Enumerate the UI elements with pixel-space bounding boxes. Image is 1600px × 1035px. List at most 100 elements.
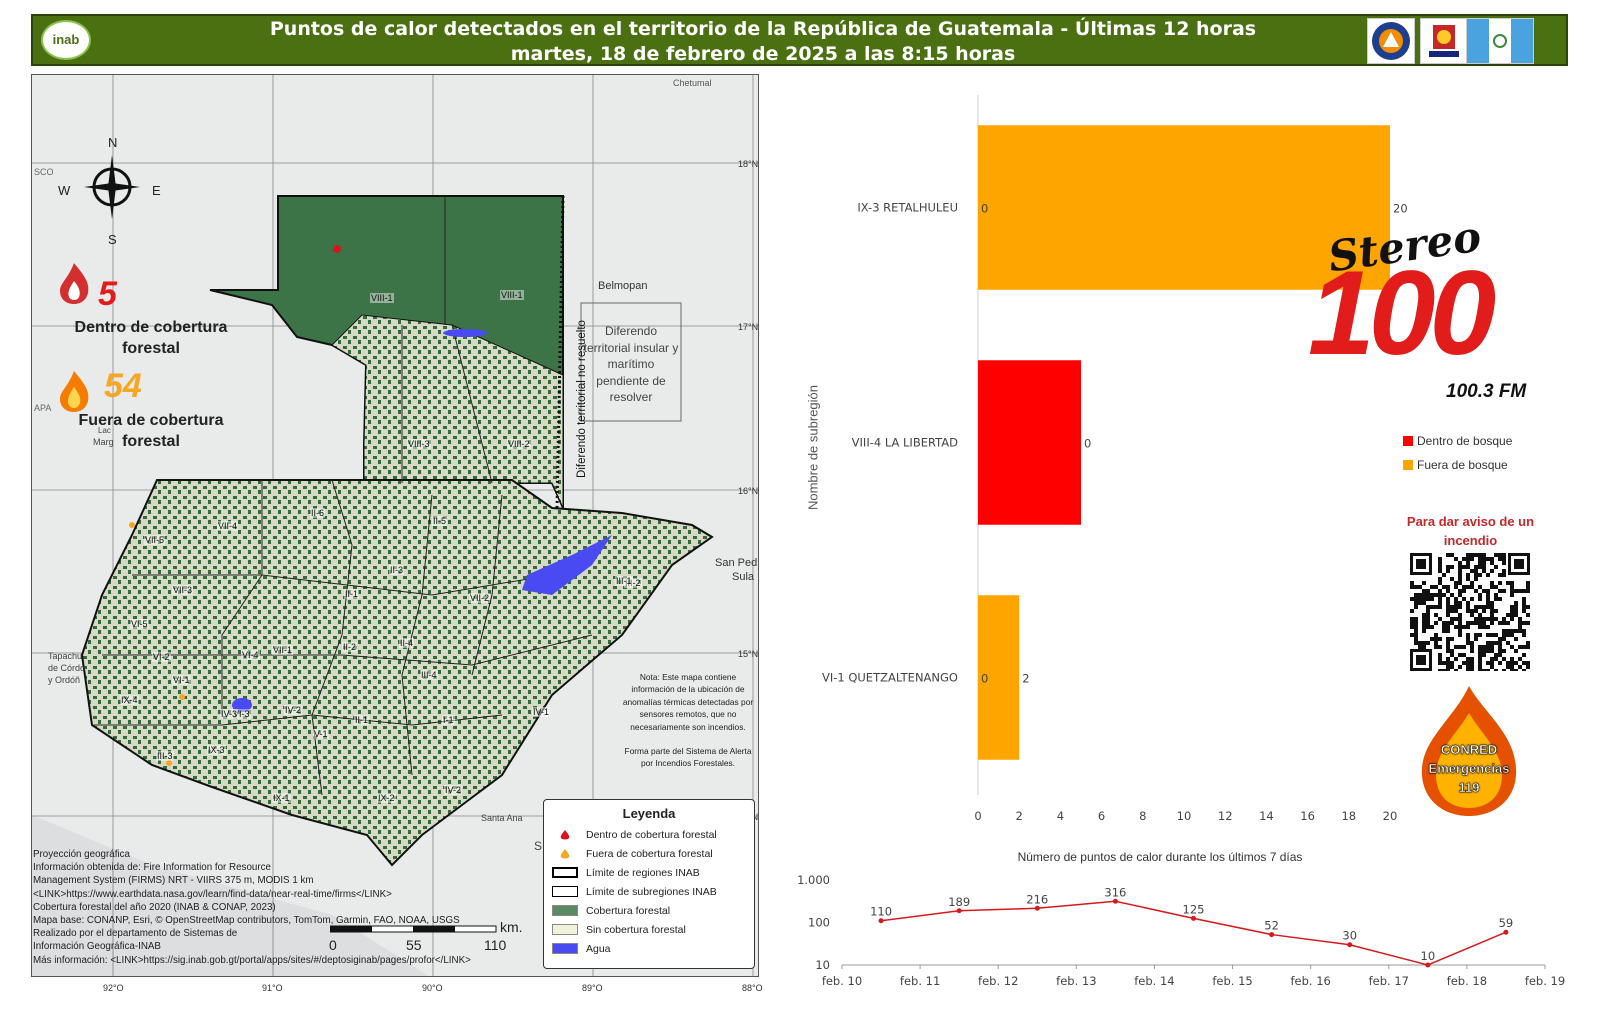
qr-module (1450, 621, 1454, 625)
qr-module (1526, 585, 1530, 589)
qr-module (1518, 589, 1522, 593)
credit-line: Más información: <LINK>https://sig.inab.… (33, 954, 471, 966)
qr-module (1442, 585, 1446, 589)
bar-value-label: 2 (1022, 672, 1029, 686)
qr-module (1474, 573, 1478, 577)
qr-module (1526, 621, 1530, 625)
scale-55: 55 (406, 937, 422, 953)
qr-module (1434, 613, 1438, 617)
place-santa-ana: Santa Ana (481, 813, 523, 823)
qr-module (1422, 589, 1426, 593)
place-chetumal: Chetumal (673, 78, 712, 88)
bar-value-label: 20 (1393, 202, 1408, 216)
region-label: III-4 (420, 670, 438, 680)
qr-module (1446, 625, 1450, 629)
qr-module (1458, 581, 1462, 585)
qr-module (1446, 553, 1450, 557)
line-point-label: 125 (1183, 902, 1205, 916)
qr-module (1498, 661, 1502, 665)
qr-module (1502, 633, 1506, 637)
qr-module (1502, 621, 1506, 625)
qr-module (1426, 589, 1430, 593)
qr-module (1446, 669, 1450, 671)
qr-module (1478, 625, 1482, 629)
qr-module (1426, 593, 1430, 597)
qr-module (1474, 617, 1478, 621)
bar-x-tick: 10 (1177, 809, 1192, 823)
qr-module (1458, 561, 1462, 565)
qr-module (1506, 641, 1510, 645)
qr-module (1522, 609, 1526, 613)
outside-count: 54 (104, 367, 142, 405)
title-line-2: martes, 18 de febrero de 2025 a las 8:15… (510, 43, 1016, 65)
qr-module (1410, 621, 1414, 625)
qr-module (1458, 629, 1462, 633)
qr-code-icon[interactable] (1410, 553, 1530, 671)
region-label: VIII-1 (500, 290, 524, 300)
bar-0 (978, 360, 1081, 525)
qr-module (1478, 593, 1482, 597)
qr-module (1482, 589, 1486, 593)
qr-module (1478, 649, 1482, 653)
qr-module (1426, 617, 1430, 621)
qr-module (1450, 609, 1454, 613)
weekly-line-chart: 10 100 1.000 feb. 10 feb. 11 feb. 12 feb. 13 fe… (797, 873, 1565, 988)
qr-module (1446, 629, 1450, 633)
scale-bar (330, 925, 497, 933)
compass-icon (84, 155, 140, 219)
qr-module (1498, 581, 1502, 585)
qr-module (1458, 573, 1462, 577)
qr-module (1422, 625, 1426, 629)
lat-15: 15°N (738, 649, 759, 659)
qr-module (1462, 625, 1466, 629)
qr-module (1458, 617, 1462, 621)
qr-module (1514, 609, 1518, 613)
qr-module (1470, 645, 1474, 649)
bar-category-label: VIII-4 LA LIBERTAD (852, 436, 958, 450)
qr-module (1490, 601, 1494, 605)
qr-module (1522, 601, 1526, 605)
conred-line-2: Emergencias (1428, 761, 1510, 776)
qr-module (1474, 565, 1478, 569)
qr-module (1462, 565, 1466, 569)
qr-module (1446, 657, 1450, 661)
qr-module (1414, 601, 1418, 605)
scale-unit: km. (500, 919, 523, 935)
qr-module (1434, 593, 1438, 597)
qr-module (1458, 565, 1462, 569)
qr-module (1458, 633, 1462, 637)
qr-module (1498, 637, 1502, 641)
qr-module (1466, 553, 1470, 557)
qr-module (1486, 661, 1490, 665)
qr-module (1458, 621, 1462, 625)
qr-module (1470, 649, 1474, 653)
region-label: I-1 (442, 715, 455, 725)
bar-value-label: 0 (981, 672, 988, 686)
qr-module (1458, 601, 1462, 605)
qr-module (1470, 665, 1474, 669)
qr-module (1478, 565, 1482, 569)
qr-module (1514, 601, 1518, 605)
qr-module (1410, 617, 1414, 621)
inside-label-1: Dentro de cobertura (74, 319, 228, 336)
bar-x-tick: 14 (1259, 809, 1274, 823)
line-x-tick: feb. 13 (1056, 974, 1096, 988)
qr-module (1470, 613, 1474, 617)
qr-module (1498, 653, 1502, 657)
qr-module (1422, 593, 1426, 597)
qr-module (1490, 645, 1494, 649)
qr-module (1486, 593, 1490, 597)
qr-module (1438, 593, 1442, 597)
line-point (1269, 932, 1275, 938)
credit-line: <LINK>https://www.earthdata.nasa.gov/lea… (33, 888, 392, 900)
qr-module (1470, 669, 1474, 671)
region-label: IV-2 (444, 785, 463, 795)
map-canvas (32, 75, 758, 976)
qr-module (1434, 633, 1438, 637)
qr-module (1414, 637, 1418, 641)
qr-module (1450, 653, 1454, 657)
qr-module (1486, 589, 1490, 593)
qr-module (1410, 585, 1414, 589)
lon-88: 88°O (742, 983, 763, 993)
credit-line: Información obtenida de: Fire Informatio… (33, 862, 271, 874)
